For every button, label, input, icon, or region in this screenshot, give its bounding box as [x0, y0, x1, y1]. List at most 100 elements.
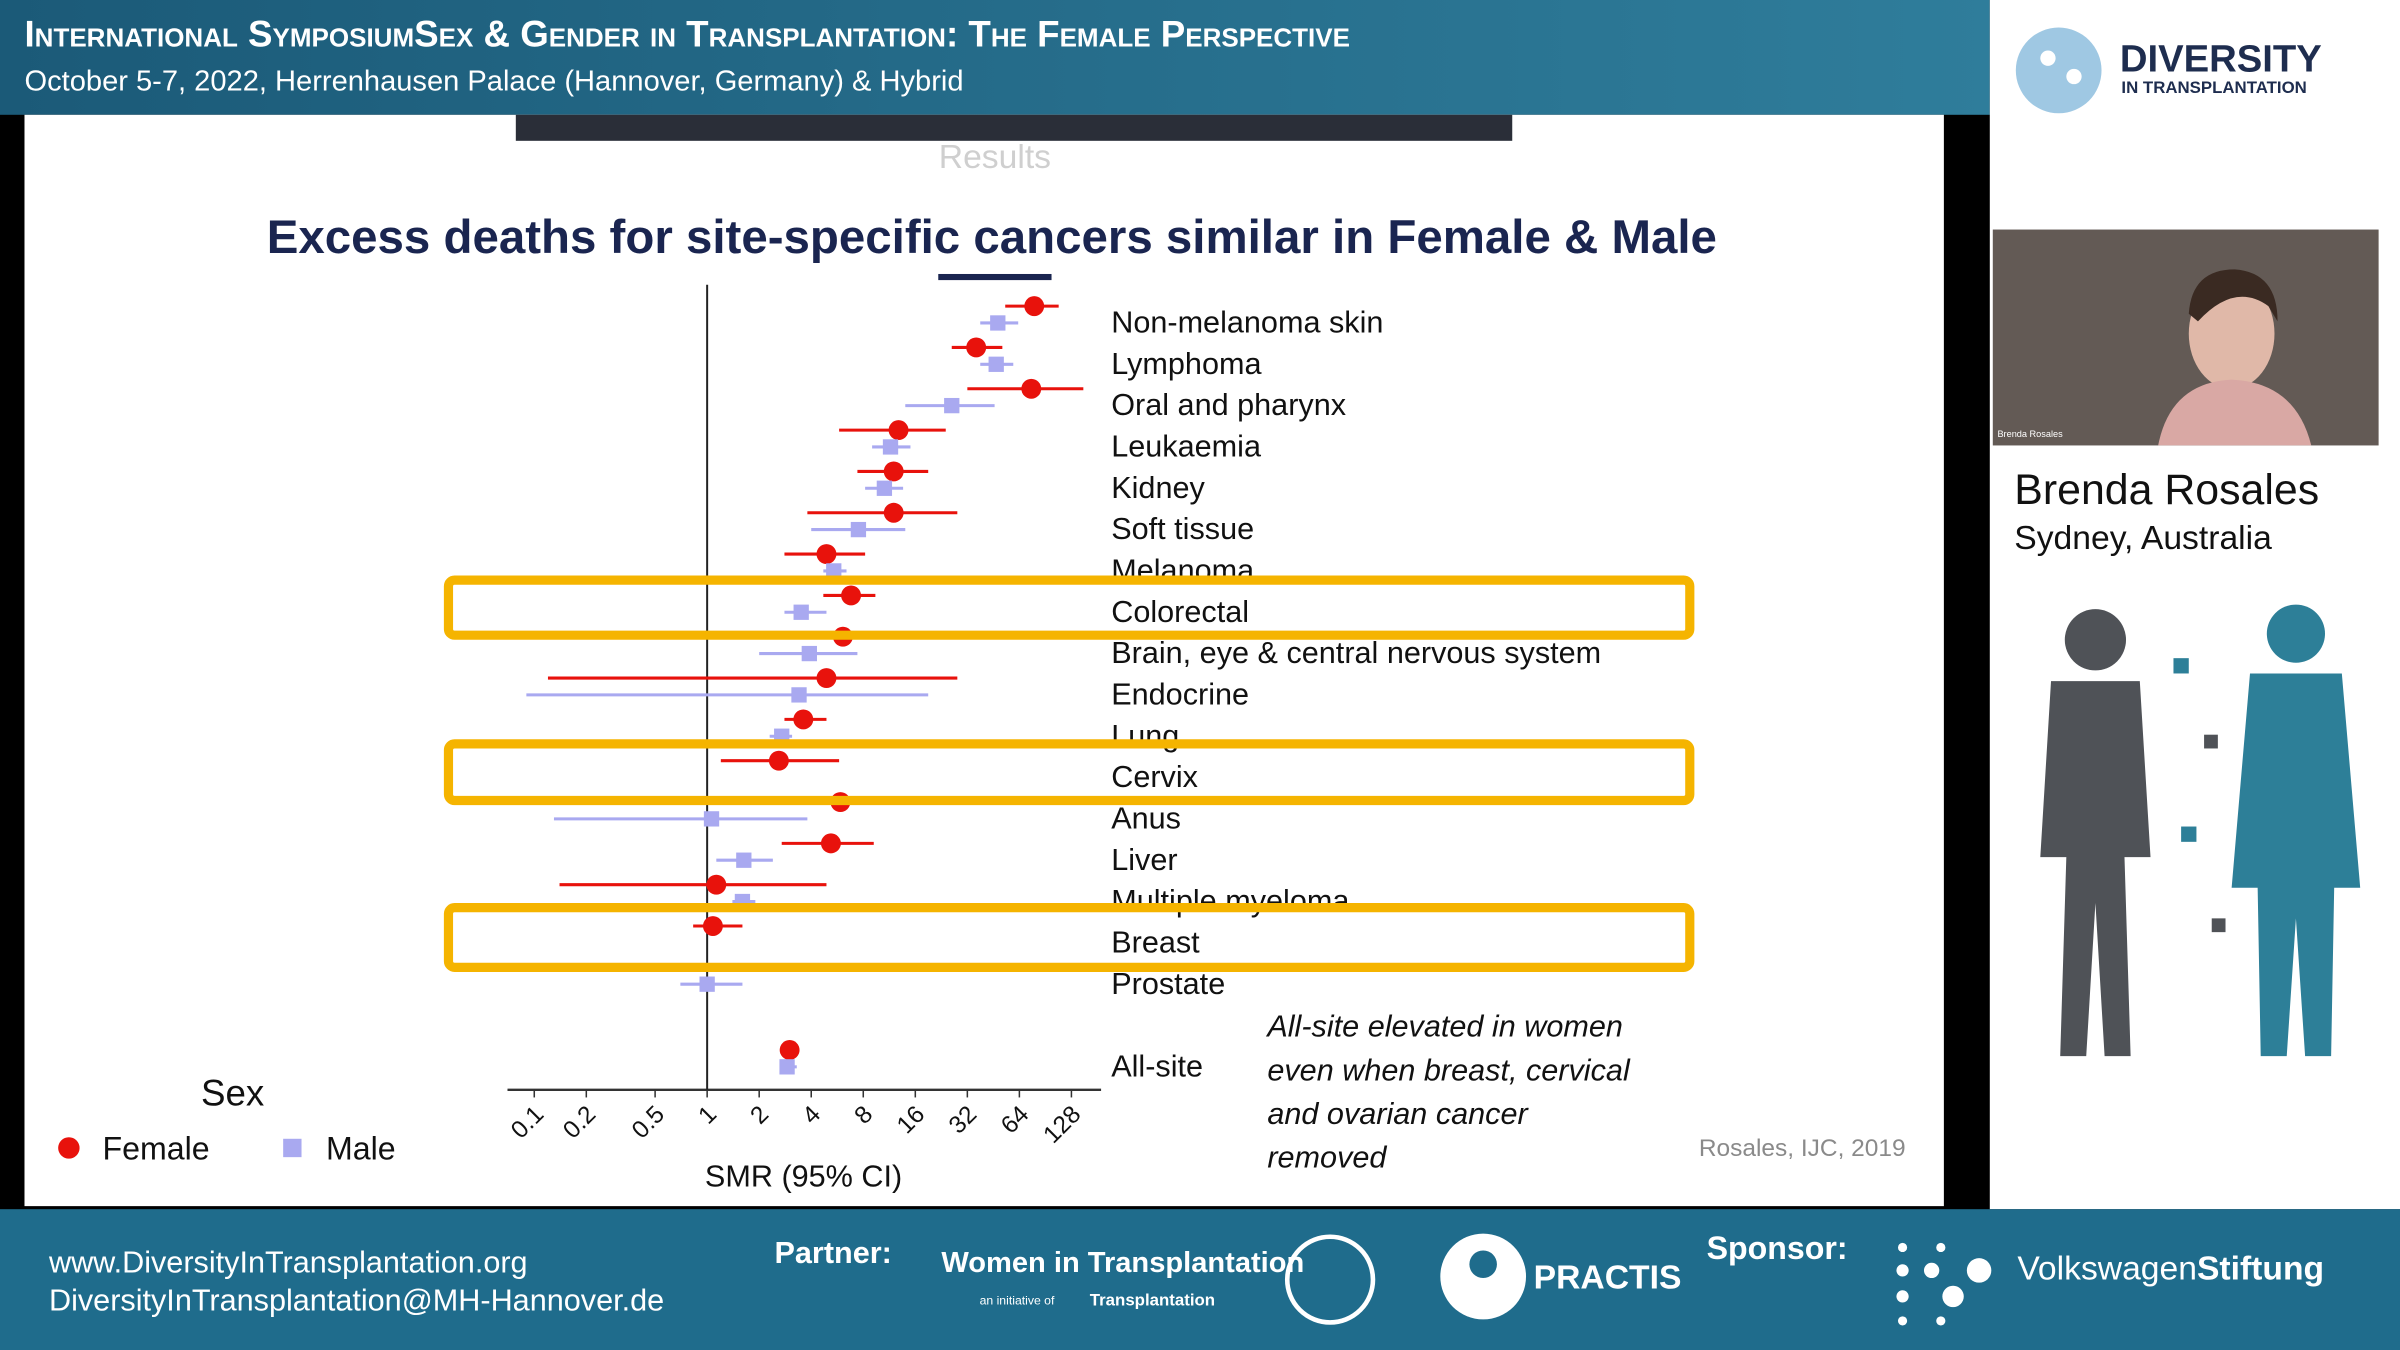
highlights [443, 575, 1695, 972]
point-estimate [699, 976, 715, 992]
category-label: Endocrine [1111, 678, 1249, 712]
point-estimate [883, 461, 904, 482]
x-axis-label: SMR (95% CI) [705, 1160, 902, 1194]
puzzle-piece [2181, 826, 2197, 842]
point-estimate [1024, 296, 1045, 317]
figure-female [2040, 681, 2151, 1057]
sponsor-name-part: Stiftung [2197, 1250, 2324, 1287]
point-estimate [876, 480, 893, 496]
logo-dot [2066, 68, 2082, 85]
speaker-hair [2188, 269, 2278, 322]
point-estimate [793, 604, 809, 620]
puzzle-piece [2204, 734, 2218, 749]
footer-email[interactable]: DiversityInTransplantation@MH-Hannover.d… [49, 1284, 664, 1318]
point-estimate [736, 852, 752, 868]
sponsor-label: Sponsor: [1707, 1230, 1848, 1266]
speaker-location: Sydney, Australia [2014, 520, 2272, 557]
partner-logo-figure [1469, 1250, 1497, 1279]
slide-section: Results [939, 139, 1051, 176]
point-estimate [988, 356, 1004, 372]
logo: DIVERSITY IN TRANSPLANTATION [2015, 27, 2322, 114]
point-estimate [888, 420, 909, 441]
point-estimate [793, 709, 814, 730]
partner-name: Women in Transplantation [941, 1247, 1304, 1279]
logo-dot [1936, 1316, 1946, 1326]
logo-dot [1923, 1262, 1940, 1279]
partner-org: Transplantation [1090, 1290, 1215, 1309]
logo-dot [1897, 1242, 1908, 1253]
figure-male [2231, 673, 2361, 1057]
point-estimate [882, 439, 899, 455]
sponsor-name-part: Volkswagen [2017, 1250, 2197, 1287]
figures-illustration [2040, 604, 2361, 1057]
category-label: Colorectal [1111, 595, 1249, 629]
video-label: Brenda Rosales [1997, 429, 2063, 439]
category-label: Multiple myeloma [1111, 884, 1350, 918]
point-estimate [768, 750, 789, 771]
logo-dot [1896, 1290, 1909, 1303]
header-subtitle: October 5-7, 2022, Herrenhausen Palace (… [24, 65, 963, 97]
point-estimate [883, 502, 904, 523]
citation: Rosales, IJC, 2019 [1699, 1135, 1906, 1162]
note-line: All-site elevated in women [1265, 1010, 1623, 1044]
category-label: Leukaemia [1111, 430, 1262, 464]
partner-sub: an initiative of [980, 1293, 1055, 1307]
chart-title: Excess deaths for site-specific cancers … [267, 211, 1717, 264]
point-estimate [703, 811, 720, 827]
legend-label: Male [326, 1131, 396, 1167]
logo-dot [1966, 1258, 1992, 1283]
logo-dot [1897, 1316, 1908, 1326]
point-estimate [966, 337, 987, 358]
logo-mark [2015, 27, 2102, 114]
point-estimate [706, 874, 727, 895]
note-line: even when breast, cervical [1267, 1053, 1631, 1087]
highlight-box [443, 903, 1695, 972]
category-label: Oral and pharynx [1111, 388, 1346, 422]
partner-name: PRACTIS [1534, 1259, 1682, 1296]
point-estimate [841, 585, 862, 606]
point-estimate [816, 544, 837, 565]
highlight-box [443, 739, 1695, 806]
category-label: Non-melanoma skin [1111, 306, 1383, 340]
legend-marker [283, 1138, 302, 1158]
category-label: Cervix [1111, 760, 1198, 794]
header-bar [0, 0, 1990, 115]
logo-tagline: IN TRANSPLANTATION [2121, 78, 2306, 97]
point-estimate [801, 645, 817, 662]
footer-bar [0, 1209, 2400, 1350]
note: All-site elevated in women even when brea… [1265, 1010, 1631, 1175]
point-estimate [944, 397, 960, 414]
footer-website[interactable]: www.DiversityInTransplantation.org [48, 1245, 528, 1279]
logo-dot [1896, 1264, 1909, 1277]
point-estimate [791, 687, 807, 703]
category-label: All-site [1111, 1049, 1203, 1083]
point-estimate [850, 521, 867, 538]
sponsor-name: VolkswagenStiftung [2017, 1250, 2324, 1287]
legend-label: Female [103, 1131, 210, 1167]
point-estimate [990, 315, 1006, 331]
point-estimate [826, 563, 842, 579]
point-estimate [779, 1040, 800, 1060]
note-line: removed [1267, 1141, 1387, 1175]
point-estimate [779, 1059, 795, 1075]
logo-name: DIVERSITY [2120, 37, 2322, 80]
figure-head [2064, 609, 2127, 671]
logo-dot [1942, 1285, 1964, 1308]
category-label: Lymphoma [1111, 347, 1262, 381]
slide [24, 114, 1944, 1207]
logo-dot [2040, 50, 2056, 66]
speaker-name: Brenda Rosales [2014, 466, 2319, 514]
legend-marker [58, 1137, 80, 1159]
category-label: Liver [1111, 843, 1177, 877]
speaker-body [2158, 379, 2312, 446]
category-label: Breast [1111, 925, 1200, 959]
highlight-box [443, 575, 1695, 640]
puzzle-piece [2211, 918, 2226, 933]
side-panel [1989, 0, 2400, 1210]
point-estimate [820, 833, 841, 854]
note-line: and ovarian cancer [1267, 1097, 1529, 1131]
title-underline [938, 273, 1052, 281]
figure-head [2266, 604, 2325, 663]
legend-title: Sex [201, 1073, 264, 1114]
